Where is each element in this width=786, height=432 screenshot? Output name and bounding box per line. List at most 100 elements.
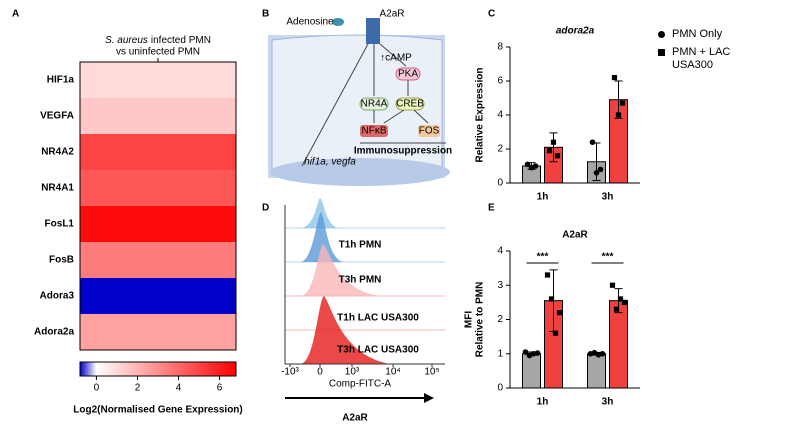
heatmap-cell: [80, 62, 236, 98]
heatmap-cell: [80, 170, 236, 206]
title-part: S. aureus: [105, 35, 148, 46]
y-tick-label: 0: [497, 383, 503, 394]
data-point: [609, 282, 616, 288]
data-point: [617, 296, 624, 302]
y-tick-label: 6: [497, 76, 503, 87]
data-point: [556, 310, 563, 316]
data-point: [597, 166, 604, 173]
colorbar-label: Log2(Normalised Gene Expression): [73, 405, 243, 416]
legend-label: PMN Only: [672, 28, 723, 40]
diagram-label: ↑cAMP: [380, 53, 412, 64]
colorbar-tick-label: 0: [94, 383, 100, 394]
diagram-label: NFκB: [362, 126, 387, 137]
diagram-label: PKA: [398, 69, 418, 80]
data-point: [524, 161, 531, 168]
sample-label: T3h LAC USA300: [337, 345, 419, 356]
row-label: FosL1: [45, 219, 75, 230]
diagram-label: FOS: [419, 126, 440, 137]
row-label: VEGFA: [40, 111, 74, 122]
x-tick-label: 0: [317, 367, 323, 378]
error-bar: [549, 132, 558, 163]
row-label: HIF1a: [47, 75, 75, 86]
colorbar-tick-label: 2: [135, 383, 141, 394]
colorbar-tick-label: 6: [217, 383, 223, 394]
diagram-label: A2aR: [379, 9, 404, 20]
x-tick-label: 1h: [537, 192, 549, 203]
data-point: [522, 349, 529, 355]
data-point: [552, 330, 559, 336]
panel-letter: D: [262, 203, 269, 214]
panel-letter: B: [262, 9, 269, 20]
flow-histograms: [284, 198, 445, 403]
bar: [522, 353, 541, 389]
y-tick-label: 2: [497, 314, 503, 325]
heatmap-cell: [80, 314, 236, 350]
sample-label: T1h PMN: [339, 240, 382, 251]
diagram-label: NR4A: [361, 99, 388, 110]
colorbar: [79, 361, 237, 377]
row-label: Adora3: [40, 291, 75, 302]
heatmap-title: S. aureus infected PMN: [105, 35, 211, 46]
fos-box: [418, 125, 440, 137]
nucleus: [270, 158, 450, 186]
data-point: [619, 100, 626, 106]
sample-label: T3h PMN: [339, 275, 382, 286]
bar: [587, 353, 606, 389]
x-tick-label: 3h: [602, 192, 614, 203]
diagram-label: hif1a, vegfa: [304, 157, 356, 168]
chart-title: adora2a: [556, 26, 595, 37]
adenosine-shape: [332, 18, 344, 26]
data-point: [554, 153, 561, 159]
panel-letter: A: [12, 9, 19, 20]
y-axis-label: Relative to PMN: [475, 282, 486, 358]
x-tick-label: 10⁵: [424, 367, 439, 378]
x-tick-label: -10³: [281, 367, 299, 378]
heatmap-cell: [80, 134, 236, 170]
y-tick-label: 4: [497, 246, 503, 257]
significance: ***: [602, 252, 614, 263]
row-label: FosB: [49, 255, 74, 266]
diagram-label: Immunosuppression: [354, 146, 452, 157]
chart-title: A2aR: [562, 230, 588, 241]
significance: ***: [537, 252, 549, 263]
x-tick-label: 10⁴: [385, 367, 400, 378]
y-tick-label: 2: [497, 144, 503, 155]
creb-box: [395, 97, 425, 111]
row-label: NR4A2: [41, 147, 74, 158]
legend-label: PMN + LAC USA300: [672, 46, 731, 71]
y-axis-label: Relative Expression: [475, 67, 486, 162]
y-tick-label: 4: [497, 110, 503, 121]
bar: [609, 300, 628, 389]
data-point: [532, 163, 539, 169]
diagram-label: Adenosine: [286, 17, 334, 28]
data-point: [593, 170, 600, 176]
panel-letter: C: [488, 9, 495, 20]
legend-item: PMN + LAC USA300: [658, 46, 742, 72]
y-tick-label: 1: [497, 348, 503, 359]
y-tick-label: 8: [497, 42, 503, 53]
heatmap-cell: [80, 278, 236, 314]
row-label: Adora2a: [34, 327, 74, 338]
panel-letter: E: [488, 203, 495, 214]
data-point: [546, 148, 553, 154]
y-tick-label: 0: [497, 178, 503, 189]
legend-item: PMN Only: [658, 28, 772, 41]
arrows: [301, 43, 446, 167]
y-axis-label: MFI: [464, 311, 475, 328]
x-tick-label: 10³: [345, 367, 360, 378]
receptor-shape: [366, 18, 380, 44]
data-point: [615, 112, 622, 118]
marker-label: A2aR: [342, 413, 368, 424]
x-axis-label: Comp-FITC-A: [329, 379, 392, 390]
x-tick-label: 1h: [537, 397, 549, 408]
row-label: NR4A1: [41, 183, 74, 194]
heatmap-cell: [80, 98, 236, 134]
data-point: [550, 139, 557, 145]
data-point: [589, 139, 596, 145]
data-point: [613, 306, 620, 312]
sample-label: T1h LAC USA300: [337, 313, 419, 324]
data-point: [599, 350, 606, 357]
data-point: [544, 272, 551, 278]
